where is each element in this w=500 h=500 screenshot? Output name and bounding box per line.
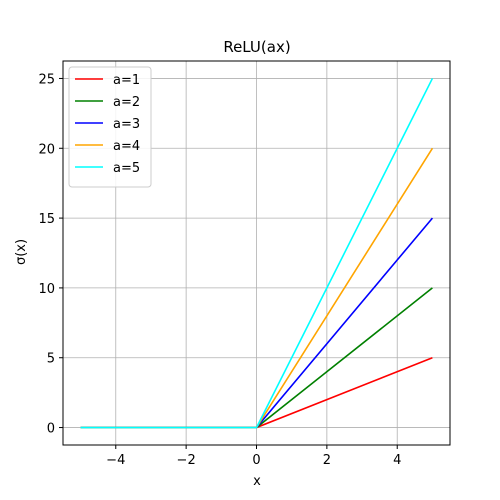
x-tick-label: 2 [323,453,331,468]
x-axis-label: x [253,474,261,489]
y-tick-label: 0 [47,422,55,437]
y-tick-label: 20 [38,142,55,157]
legend-box [68,66,152,188]
y-tick-label: 25 [38,72,55,87]
legend-entry-label: a=1 [113,73,140,88]
axis-ticks: −4 −2 0 2 4 0 5 10 15 20 25 [38,72,401,468]
legend-entry-label: a=3 [113,117,140,132]
y-tick-label: 5 [47,352,55,367]
x-tick-label: −2 [177,453,196,468]
series-line-a=5 [80,78,434,429]
series-lines [80,78,434,429]
y-tick-label: 10 [38,282,55,297]
legend: a=1 a=2 a=3 a=4 a=5 [68,66,152,188]
x-tick-label: 4 [393,453,401,468]
legend-entry-label: a=2 [113,95,140,110]
legend-entry-label: a=5 [113,161,140,176]
y-axis-label: σ(x) [14,239,29,265]
chart-title: ReLU(ax) [223,38,290,56]
y-tick-label: 15 [38,212,55,227]
legend-entry-label: a=4 [113,139,140,154]
x-tick-label: −4 [106,453,125,468]
x-tick-label: 0 [252,453,260,468]
